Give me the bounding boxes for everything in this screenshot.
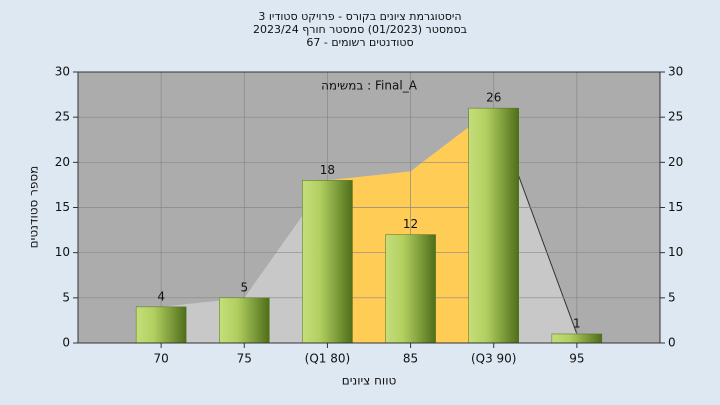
y2-tick-label: 5 [668,290,676,304]
y-tick-label: 15 [55,200,70,214]
bar [551,333,603,344]
value-label: 12 [403,217,418,231]
title-line: סטודנטים רשומים - 67 [306,36,413,49]
y2-tick-label: 25 [668,110,683,124]
value-label: 4 [157,289,165,303]
bar [219,297,270,344]
value-label: 1 [573,316,581,330]
bar [385,234,436,344]
x-tick-label: (Q3 90) [471,352,517,366]
y-tick-label: 25 [55,110,70,124]
x-tick-label: 95 [569,352,584,366]
y2-tick-label: 10 [668,245,683,259]
value-label: 26 [486,91,501,105]
y-tick-label: 10 [55,245,70,259]
y2-tick-label: 30 [668,65,683,79]
y2-tick-label: 0 [668,336,676,350]
title-line: בסמסטר (01/2023) סמסטר חורף 2023/24 [253,23,467,36]
y-tick-label: 30 [55,65,70,79]
y2-tick-label: 20 [668,155,683,169]
y-axis-label: מספר סטודנטים [27,166,41,249]
value-label: 5 [240,280,248,294]
x-tick-label: 85 [403,352,418,366]
y-tick-label: 0 [62,336,70,350]
value-label: 18 [320,163,335,177]
x-tick-label: (Q1 80) [305,352,351,366]
y-tick-label: 5 [62,290,70,304]
annotation: במשימה : Final_A [321,79,418,93]
x-tick-label: 70 [154,352,169,366]
bar [302,180,353,344]
y-tick-label: 20 [55,155,70,169]
y2-tick-label: 15 [668,200,683,214]
bar [468,107,519,344]
bar [135,306,187,344]
title-line: היסטוגרמת ציונים בקורס - פרויקט סטודיו 3 [258,10,461,23]
x-tick-label: 75 [237,352,252,366]
x-axis-label: טווח ציונים [342,374,397,388]
